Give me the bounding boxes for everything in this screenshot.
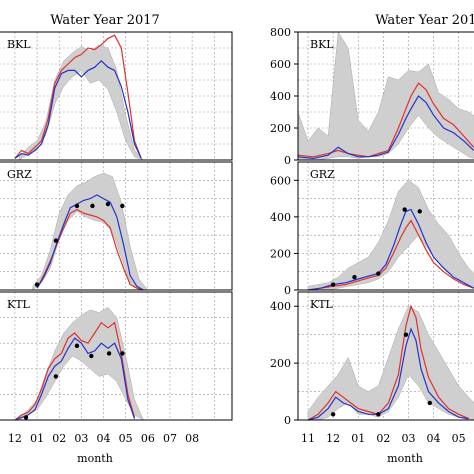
y-tick-label: 200 — [270, 122, 291, 135]
panel-frame — [0, 31, 233, 161]
observation-marker — [120, 203, 125, 209]
y-tick-label: 0 — [284, 414, 291, 427]
y-tick-label: 200 — [270, 357, 291, 370]
x-tick-label: 11 — [301, 432, 315, 445]
station-label: GRZ — [310, 168, 335, 181]
y-tick-label: 800 — [270, 26, 291, 39]
y-tick-label: 600 — [270, 174, 291, 187]
observation-marker — [417, 209, 422, 214]
y-tick-label: 600 — [270, 58, 291, 71]
x-tick-label: 01 — [30, 432, 44, 445]
panel-1-ktl: KTL 0 200 400 — [270, 291, 474, 427]
observation-marker — [427, 400, 432, 406]
observation-marker — [53, 238, 59, 243]
y-tick-label: 200 — [270, 247, 291, 260]
observation-marker — [330, 282, 336, 287]
station-label: BKL — [7, 38, 31, 51]
x-tick-label: 12 — [8, 432, 22, 445]
panel-0-bkl: BKL — [0, 31, 233, 161]
series-line-blue — [307, 327, 469, 421]
ensemble-band — [307, 305, 474, 421]
ensemble-band — [32, 172, 149, 291]
observation-marker — [89, 353, 94, 359]
series-line-red — [297, 82, 474, 158]
series-line-blue — [297, 95, 474, 160]
ensemble-band — [19, 307, 144, 421]
ensemble-band — [297, 31, 474, 161]
observation-marker — [376, 412, 381, 417]
series-line-red — [307, 304, 469, 421]
ensemble-band — [307, 179, 474, 291]
x-tick-label: 05 — [119, 432, 133, 445]
x-tick-label: 05 — [452, 432, 466, 445]
chart-title-water-year-2017: Water Year 2017 — [50, 13, 160, 28]
x-tick-label: 03 — [401, 432, 415, 445]
panel-0-ktl: KTL — [0, 291, 233, 421]
station-label: BKL — [310, 38, 334, 51]
observation-marker — [376, 271, 381, 276]
panel-1-grz: GRZ 0 200 400 600 — [270, 161, 474, 297]
series-line-red — [14, 34, 142, 159]
y-tick-label: 400 — [270, 211, 291, 224]
series-line-blue — [14, 59, 142, 159]
x-tick-label: 12 — [326, 432, 340, 445]
observation-marker — [352, 275, 357, 280]
observation-marker — [34, 282, 40, 287]
x-axis-label-left: month — [77, 452, 113, 465]
series-line-red — [14, 321, 136, 421]
x-tick-label: 02 — [376, 432, 390, 445]
panel-frame — [297, 291, 474, 421]
observation-marker — [23, 415, 29, 420]
panel-frame — [297, 161, 474, 291]
observation-marker — [74, 203, 80, 209]
y-tick-label: 0 — [284, 154, 291, 167]
observation-marker — [330, 412, 336, 417]
series-line-blue — [307, 208, 474, 291]
chart-title-water-year-2013: Water Year 2013 — [375, 13, 474, 28]
panel-frame — [0, 161, 233, 291]
observation-marker — [53, 374, 59, 379]
observation-marker — [74, 343, 80, 348]
x-tick-label: 01 — [351, 432, 365, 445]
observation-marker — [403, 332, 409, 337]
series-line-blue — [36, 194, 144, 291]
station-label: KTL — [7, 298, 31, 311]
x-tick-label: 04 — [97, 432, 111, 445]
panel-1-bkl: BKL 0 200 400 600 800 — [270, 26, 474, 167]
observation-marker — [105, 201, 111, 207]
ensemble-band — [19, 44, 144, 161]
observation-marker — [90, 203, 95, 209]
x-tick-label: 07 — [163, 432, 177, 445]
observation-marker — [120, 351, 125, 356]
x-axis-label-right: month — [387, 452, 423, 465]
x-tick-label: 06 — [141, 432, 155, 445]
panel-frame — [0, 291, 233, 421]
y-tick-label: 400 — [270, 300, 291, 313]
x-tick-label: 04 — [427, 432, 441, 445]
observation-marker — [402, 207, 407, 212]
y-tick-label: 400 — [270, 90, 291, 103]
station-label: KTL — [310, 298, 334, 311]
station-label: GRZ — [7, 168, 32, 181]
x-tick-label: 02 — [52, 432, 66, 445]
y-tick-label: 0 — [284, 284, 291, 297]
series-line-blue — [14, 337, 136, 421]
x-tick-label: 03 — [74, 432, 88, 445]
panel-0-grz: GRZ — [0, 161, 233, 291]
series-line-red — [307, 219, 474, 291]
observation-marker — [106, 351, 112, 356]
x-tick-label: 08 — [185, 432, 199, 445]
